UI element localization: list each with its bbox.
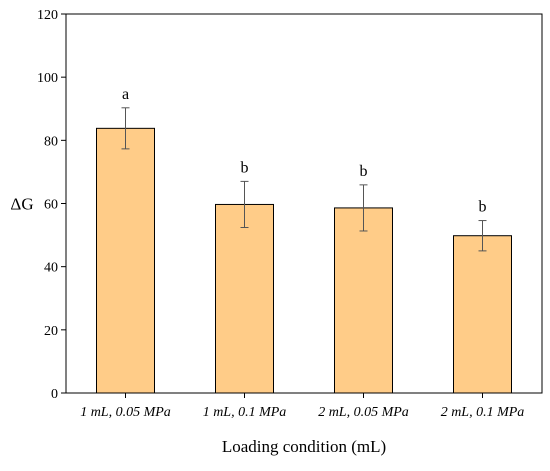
bar — [215, 203, 274, 394]
y-ticks: 0 20 40 60 80 100 120 — [37, 8, 66, 402]
significance-label: b — [360, 163, 368, 180]
x-axis-title: Loading condition (mL) — [222, 437, 386, 456]
bar — [334, 207, 393, 394]
x-tick-label: 2 mL, 0.05 MPa — [318, 405, 409, 420]
error-bars — [121, 107, 487, 252]
y-tick-label: 40 — [44, 261, 58, 276]
plot-frame — [65, 13, 543, 394]
x-tick-label: 2 mL, 0.1 MPa — [441, 405, 525, 420]
bar — [96, 127, 155, 394]
x-tick-label: 1 mL, 0.05 MPa — [80, 405, 171, 420]
significance-label: a — [122, 86, 129, 103]
labels: a 1 mL, 0.05 MPa b 1 mL, 0.1 MPa b 2 mL, 0.05… — [80, 86, 524, 420]
x-tick-label: 1 mL, 0.1 MPa — [203, 405, 287, 420]
bar — [453, 235, 512, 394]
y-tick-label: 80 — [44, 134, 58, 149]
bars — [96, 127, 512, 394]
y-tick-label: 20 — [44, 324, 58, 339]
y-tick-label: 120 — [37, 8, 58, 23]
significance-label: b — [241, 159, 249, 176]
y-axis-title: ΔG — [10, 195, 33, 214]
y-tick-label: 100 — [37, 71, 58, 86]
y-tick-label: 0 — [51, 387, 58, 402]
y-tick-label: 60 — [44, 198, 58, 213]
significance-label: b — [479, 199, 487, 216]
